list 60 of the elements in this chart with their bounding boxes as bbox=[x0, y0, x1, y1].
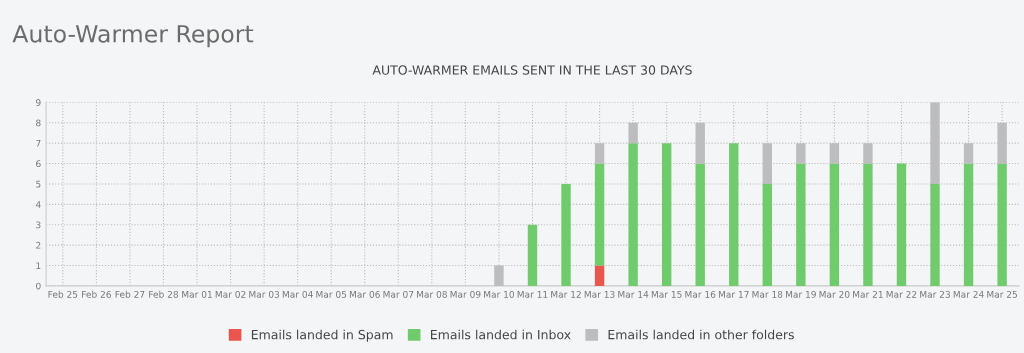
x-tick-label: Mar 08 bbox=[417, 290, 447, 298]
bar bbox=[896, 163, 907, 286]
y-tick-label: 4 bbox=[35, 201, 41, 208]
bar bbox=[527, 224, 538, 286]
x-tick-label: Feb 28 bbox=[149, 290, 179, 298]
x-tick-label: Mar 23 bbox=[920, 290, 950, 298]
x-tick-label: Mar 16 bbox=[685, 290, 716, 298]
bar bbox=[594, 163, 605, 266]
bar bbox=[661, 143, 672, 286]
chart-title: Auto-Warmer Report bbox=[12, 25, 254, 48]
y-tick-label: 8 bbox=[36, 119, 41, 127]
x-tick-label: Mar 25 bbox=[987, 290, 1018, 298]
x-tick-label: Mar 20 bbox=[819, 290, 850, 298]
x-tick-label: Feb 26 bbox=[82, 290, 111, 298]
x-tick-label: Mar 19 bbox=[786, 290, 816, 298]
bar bbox=[628, 143, 638, 286]
bar bbox=[963, 163, 974, 286]
y-tick-label: 0 bbox=[36, 282, 41, 290]
x-tick-label: Mar 05 bbox=[316, 290, 347, 298]
x-tick-label: Mar 10 bbox=[484, 290, 515, 298]
x-tick-label: Mar 12 bbox=[551, 290, 581, 298]
bar bbox=[594, 265, 605, 286]
x-tick-label: Mar 01 bbox=[182, 290, 212, 298]
x-tick-label: Mar 18 bbox=[752, 290, 783, 298]
bar bbox=[863, 163, 873, 286]
x-tick-label: Mar 03 bbox=[249, 290, 280, 298]
y-tick-label: 5 bbox=[36, 180, 41, 188]
x-tick-label: Mar 14 bbox=[618, 291, 649, 298]
x-tick-label: Mar 17 bbox=[718, 291, 749, 298]
bar bbox=[829, 163, 840, 286]
legend-label: Emails landed in Inbox bbox=[431, 329, 571, 340]
legend-label: Emails landed in Spam bbox=[251, 329, 393, 342]
bar bbox=[695, 163, 705, 286]
y-tick-label: 6 bbox=[36, 160, 41, 168]
bar bbox=[930, 183, 940, 286]
y-tick-label: 9 bbox=[36, 99, 41, 106]
bar bbox=[762, 183, 772, 286]
bar bbox=[561, 183, 571, 286]
legend-label: Emails landed in other folders bbox=[608, 329, 794, 340]
x-tick-label: Mar 13 bbox=[584, 290, 615, 298]
x-tick-label: Feb 27 bbox=[115, 290, 145, 298]
y-tick-label: 1 bbox=[36, 262, 41, 269]
bar bbox=[997, 163, 1007, 286]
x-tick-label: Feb 25 bbox=[48, 290, 78, 298]
y-tick-label: 2 bbox=[36, 241, 41, 249]
x-tick-label: Mar 22 bbox=[886, 290, 917, 298]
x-tick-label: Mar 06 bbox=[349, 290, 380, 298]
x-tick-label: Mar 15 bbox=[651, 291, 682, 298]
x-tick-label: Mar 24 bbox=[953, 290, 984, 298]
x-tick-label: Mar 21 bbox=[853, 290, 883, 298]
x-tick-label: Mar 09 bbox=[450, 290, 481, 298]
bar bbox=[729, 143, 739, 286]
y-tick-label: 3 bbox=[36, 221, 41, 229]
y-tick-label: 7 bbox=[36, 140, 41, 147]
x-tick-label: Mar 04 bbox=[282, 290, 313, 298]
x-tick-label: Mar 11 bbox=[517, 291, 548, 298]
x-tick-label: Mar 02 bbox=[215, 290, 246, 298]
chart-subtitle: AUTO-WARMER EMAILS SENT IN THE LAST 30 DAYS bbox=[372, 65, 692, 75]
x-tick-label: Mar 07 bbox=[383, 290, 414, 298]
bar bbox=[796, 163, 806, 286]
